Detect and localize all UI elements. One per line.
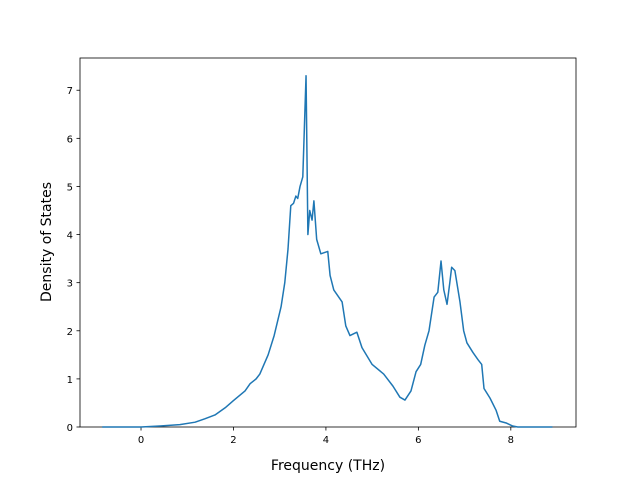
y-axis-label: Density of States bbox=[39, 182, 55, 302]
x-tick-label: 6 bbox=[415, 435, 421, 446]
y-tick-label: 2 bbox=[67, 327, 73, 338]
y-tick-label: 6 bbox=[67, 134, 73, 145]
line-series bbox=[102, 75, 553, 428]
y-tick-label: 4 bbox=[67, 231, 73, 242]
x-tick-label: 4 bbox=[323, 435, 329, 446]
x-axis-label: Frequency (THz) bbox=[271, 458, 385, 474]
y-tick-label: 5 bbox=[67, 182, 73, 193]
y-tick-label: 1 bbox=[67, 375, 73, 386]
plot-frame bbox=[79, 57, 577, 428]
y-tick-label: 3 bbox=[67, 279, 73, 290]
y-tick-label: 7 bbox=[67, 86, 73, 97]
x-tick-label: 0 bbox=[138, 435, 144, 446]
y-tick-label: 0 bbox=[67, 423, 73, 434]
x-tick-label: 2 bbox=[230, 435, 236, 446]
x-tick-label: 8 bbox=[508, 435, 514, 446]
